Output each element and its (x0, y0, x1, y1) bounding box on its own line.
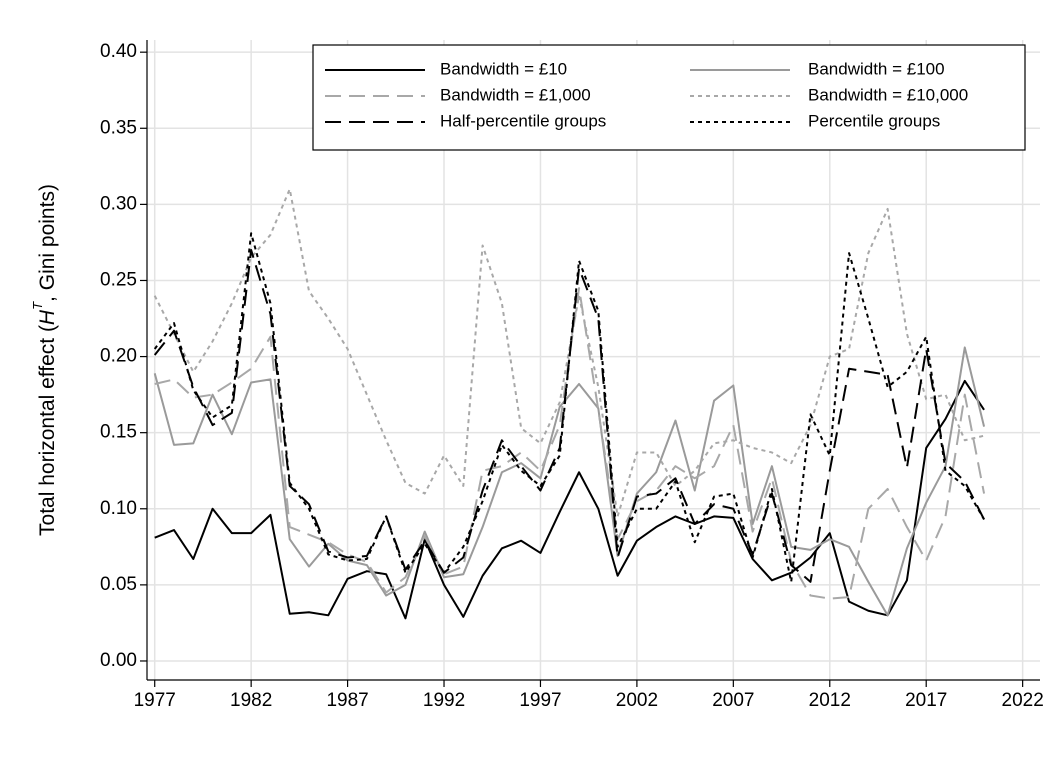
legend: Bandwidth = £10 Bandwidth = £100 Bandwidth… (312, 44, 1026, 151)
axes: 0.00 0.05 0.10 0.15 0.20 0.25 0.30 0.35 0.40 1977… (100, 40, 1044, 711)
x-tick-label: 1982 (230, 690, 272, 711)
y-tick-label: 0.00 (100, 650, 137, 671)
y-tick-label: 0.05 (100, 574, 137, 595)
y-tick-label: 0.15 (100, 422, 137, 443)
y-label-superscript: T (30, 301, 45, 310)
y-tick-label: 0.30 (100, 193, 137, 214)
legend-label: Half-percentile groups (440, 111, 606, 130)
grid (147, 40, 1040, 680)
y-tick-label: 0.35 (100, 117, 137, 138)
series-line (153, 346, 986, 617)
series-line (153, 249, 985, 583)
legend-label: Percentile groups (808, 111, 940, 130)
x-tick-label: 1997 (519, 690, 561, 711)
x-tick-label: 1977 (134, 690, 176, 711)
series-line (154, 287, 986, 600)
y-label-symbol: H (36, 309, 59, 325)
y-tick-label: 0.25 (100, 269, 137, 290)
x-tick-label: 2007 (712, 690, 754, 711)
x-tick-label: 2002 (616, 690, 658, 711)
y-tick-label: 0.20 (100, 346, 137, 367)
y-axis-label: Total horizontal effect (HT, Gini points… (30, 184, 58, 536)
x-tick-label: 2012 (809, 690, 851, 711)
x-tick-label: 1992 (423, 690, 465, 711)
series-line (154, 379, 985, 620)
legend-box (312, 44, 1026, 151)
legend-label: Bandwidth = £1,000 (440, 85, 591, 104)
y-label-suffix: , Gini points) (36, 184, 59, 302)
legend-label: Bandwidth = £100 (808, 59, 945, 78)
x-tick-label: 1987 (326, 690, 368, 711)
plot-lines (153, 188, 986, 620)
y-label-prefix: Total horizontal effect ( (36, 325, 59, 536)
x-tick-label: 2022 (1002, 690, 1044, 711)
legend-label: Bandwidth = £10 (440, 59, 567, 78)
legend-label: Bandwidth = £10,000 (808, 85, 968, 104)
x-tick-label: 2017 (905, 690, 947, 711)
y-tick-label: 0.10 (100, 498, 137, 519)
y-tick-label: 0.40 (100, 41, 137, 62)
